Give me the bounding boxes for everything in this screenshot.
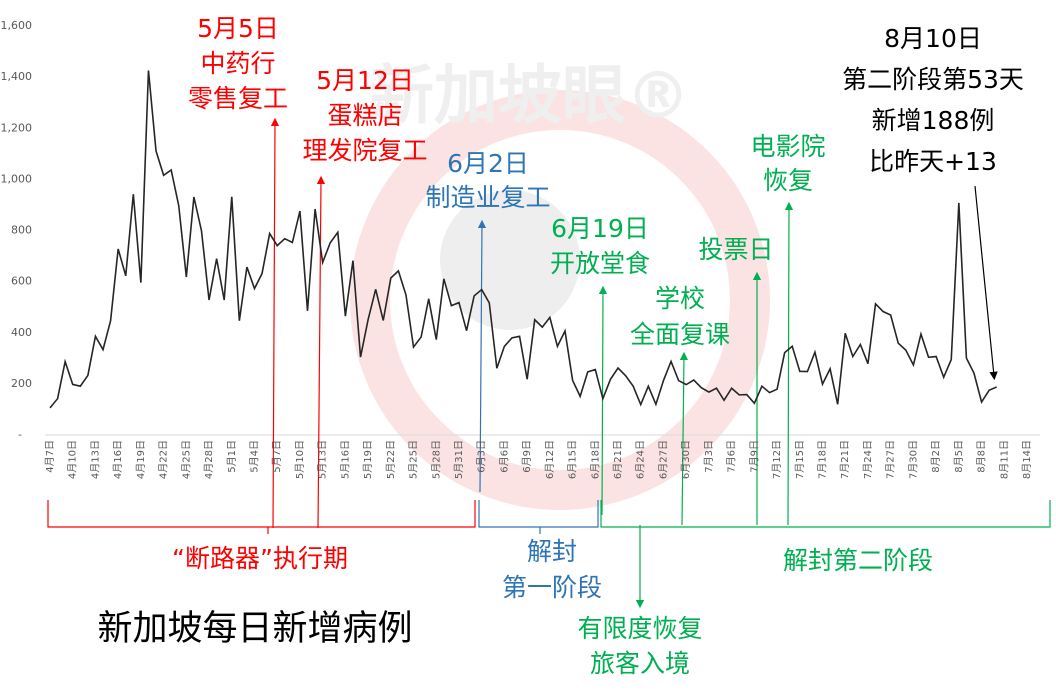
annotation: 蛋糕店 <box>327 101 402 130</box>
annotation: 8月10日 <box>884 24 982 53</box>
x-tick-label: 5月28日 <box>430 440 442 479</box>
x-tick-label: 8月8日 <box>976 440 988 473</box>
x-tick-label: 6月18日 <box>589 440 601 479</box>
annotation: 理发院复工 <box>302 136 427 165</box>
annotation: 5月12日 <box>316 66 414 95</box>
x-tick-label: 6月27日 <box>657 440 669 479</box>
annotation-arrows <box>47 117 1051 609</box>
x-tick-label: 7月3日 <box>703 440 715 473</box>
annotation: 6月2日 <box>447 149 529 178</box>
y-tick-label: 600 <box>11 275 32 288</box>
y-tick-label: 1,400 <box>1 70 33 83</box>
annotation: 恢复 <box>763 166 813 195</box>
annotation: 有限度恢复 <box>577 614 702 643</box>
x-tick-label: 7月24日 <box>862 440 874 479</box>
period-label: 第一阶段 <box>502 573 602 602</box>
watermark: 新加坡眼® <box>370 60 690 134</box>
x-tick-label: 7月21日 <box>839 440 851 479</box>
y-tick-label: 1,000 <box>1 172 33 185</box>
x-tick-label: 4月7日 <box>44 440 56 473</box>
x-tick-label: 4月13日 <box>89 440 101 479</box>
x-tick-label: 8月5日 <box>953 440 965 473</box>
x-tick-label: 5月4日 <box>248 440 260 473</box>
annotation: 6月19日 <box>551 214 649 243</box>
annotation: 开放堂食 <box>550 249 650 278</box>
x-tick-label: 7月30日 <box>907 440 919 479</box>
x-tick-label: 8月14日 <box>1021 440 1033 479</box>
x-tick-label: 6月9日 <box>521 440 533 473</box>
x-tick-label: 4月28日 <box>203 440 215 479</box>
x-tick-label: 6月12日 <box>544 440 556 479</box>
x-tick-label: 8月11日 <box>998 440 1010 479</box>
annotation: 中药行 <box>200 49 275 78</box>
y-tick-label: 1,200 <box>1 121 33 134</box>
x-tick-label: 5月10日 <box>294 440 306 479</box>
x-tick-label: 6月6日 <box>498 440 510 473</box>
annotation: 学校 <box>655 284 705 313</box>
y-tick-label: - <box>18 428 22 441</box>
x-tick-label: 4月10日 <box>67 440 79 479</box>
annotation: 零售复工 <box>188 84 288 113</box>
annotation: 制造业复工 <box>425 183 550 212</box>
x-tick-label: 5月1日 <box>226 440 238 473</box>
x-tick-label: 5月13日 <box>317 440 329 479</box>
period-label: 解封第二阶段 <box>783 546 933 575</box>
annotation: 比昨天+13 <box>869 147 997 176</box>
x-tick-label: 5月16日 <box>339 440 351 479</box>
x-tick-label: 7月12日 <box>771 440 783 479</box>
x-tick-label: 6月3日 <box>476 440 488 473</box>
y-tick-label: 400 <box>11 326 32 339</box>
x-tick-label: 8月2日 <box>930 440 942 473</box>
series-line <box>49 70 998 409</box>
x-tick-label: 4月16日 <box>112 440 124 479</box>
x-tick-label: 6月30日 <box>680 440 692 479</box>
annotation: 新增188例 <box>872 106 995 135</box>
x-tick-label: 5月22日 <box>385 440 397 479</box>
y-tick-label: 1,600 <box>1 19 33 32</box>
annotation: 第二阶段第53天 <box>842 65 1024 94</box>
x-tick-label: 4月19日 <box>135 440 147 479</box>
watermark-logo <box>350 90 770 510</box>
x-tick-label: 5月25日 <box>408 440 420 479</box>
x-tick-label: 5月7日 <box>271 440 283 473</box>
x-tick-label: 4月25日 <box>180 440 192 479</box>
chart-title: 新加坡每日新增病例 <box>97 609 412 649</box>
x-tick-label: 7月27日 <box>885 440 897 479</box>
y-tick-label: 200 <box>11 377 32 390</box>
x-tick-label: 6月21日 <box>612 440 624 479</box>
x-tick-label: 7月18日 <box>817 440 829 479</box>
x-tick-label: 4月22日 <box>158 440 170 479</box>
annotation: 旅客入境 <box>590 649 690 678</box>
annotation: 电影院 <box>750 132 825 161</box>
period-label: “断路器”执行期 <box>172 544 348 573</box>
x-tick-label: 5月31日 <box>453 440 465 479</box>
annotation: 投票日 <box>698 235 773 264</box>
x-tick-label: 6月15日 <box>567 440 579 479</box>
annotation: 5月5日 <box>197 14 279 43</box>
annotation: 全面复课 <box>630 320 730 349</box>
x-tick-label: 5月19日 <box>362 440 374 479</box>
x-tick-label: 6月24日 <box>635 440 647 479</box>
period-label: 解封 <box>527 537 577 566</box>
x-tick-label: 7月9日 <box>748 440 760 473</box>
y-tick-label: 800 <box>11 224 32 237</box>
x-tick-label: 7月6日 <box>726 440 738 473</box>
x-tick-label: 7月15日 <box>794 440 806 479</box>
